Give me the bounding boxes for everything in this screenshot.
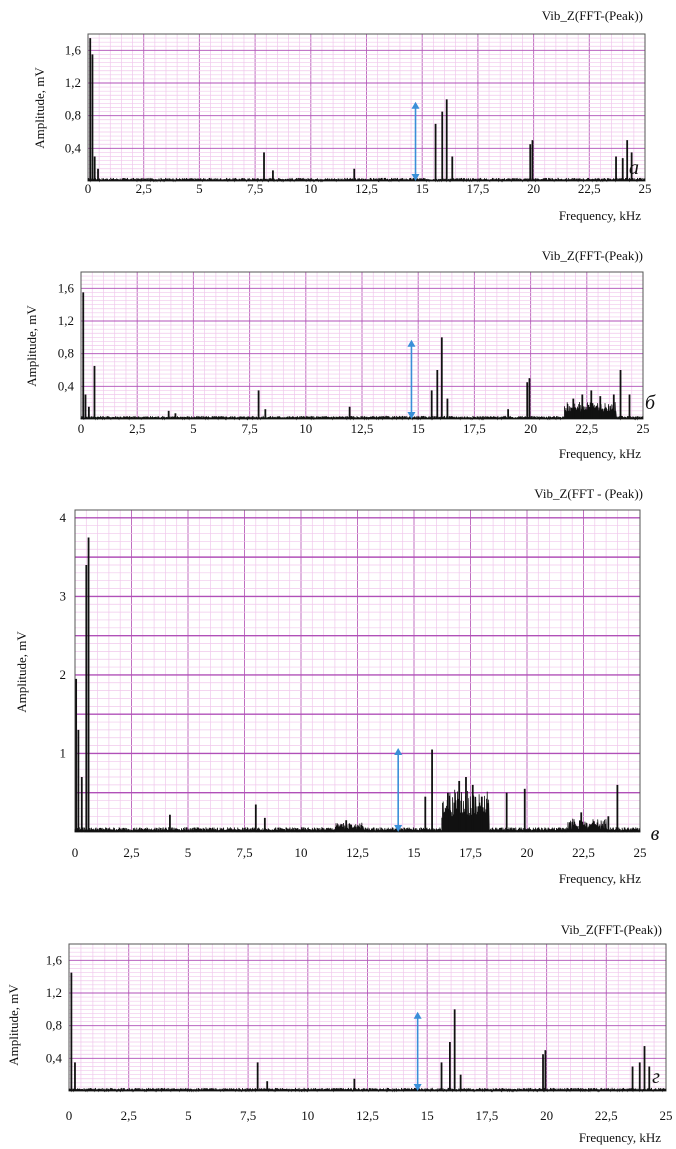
plot-area: 0 2,5 5 7,5 10 12,5 15 17,5 20 22,5 25 0,4 0,8 1,2 1,6	[65, 33, 652, 196]
x-tick-label: 10	[304, 181, 317, 196]
chart-panel-b: Vib_Z(FFT-(Peak)) 0 2,5 5 7,5 10 12,5 15 17,5 20…	[24, 248, 656, 461]
double-arrow	[411, 101, 420, 181]
y-tick-label: 0,8	[46, 1018, 62, 1033]
y-axis-label: Amplitude, mV	[6, 984, 21, 1066]
y-tick-label: 0,8	[65, 108, 81, 123]
x-tick-label: 17,5	[476, 1108, 499, 1123]
x-tick-label: 20	[540, 1108, 553, 1123]
noise-floor-trace	[68, 1087, 667, 1093]
y-tick-label: 4	[60, 510, 67, 525]
x-tick-label: 0	[72, 845, 79, 860]
x-tick-label: 15	[421, 1108, 434, 1123]
x-tick-label: 22,5	[578, 181, 601, 196]
x-tick-label: 25	[639, 181, 652, 196]
panel-label: г	[652, 1066, 660, 1088]
double-arrow	[407, 339, 416, 419]
x-tick-label: 5	[185, 1108, 192, 1123]
x-tick-label: 20	[524, 421, 537, 436]
x-tick-label: 2,5	[129, 421, 145, 436]
x-tick-label: 17,5	[467, 181, 490, 196]
x-tick-label: 22,5	[575, 421, 598, 436]
x-tick-label: 15	[408, 845, 421, 860]
y-tick-label: 1,2	[65, 75, 81, 90]
chart-panel-d: Vib_Z(FFT-(Peak)) 0 2,5 5 7,5 10 12,5 15 17,5 20…	[6, 922, 673, 1145]
x-tick-label: 0	[66, 1108, 73, 1123]
x-tick-label: 2,5	[121, 1108, 137, 1123]
y-axis-label: Amplitude, mV	[24, 305, 39, 387]
x-tick-label: 5	[190, 421, 197, 436]
y-axis-label: Amplitude, mV	[32, 67, 47, 149]
y-axis-label: Amplitude, mV	[14, 631, 29, 713]
x-tick-label: 12,5	[355, 181, 378, 196]
chart-panel-a: Vib_Z(FFT-(Peak)) 0 2,5 5 7,5 10 12,5 15 17,5 20…	[32, 8, 652, 223]
plot-area: 0 2,5 5 7,5 10 12,5 15 17,5 20 22,5 25 1 2 3 4	[60, 509, 647, 860]
panel-label: б	[645, 392, 656, 414]
x-tick-label: 0	[78, 421, 85, 436]
x-axis-label: Frequency, kHz	[559, 871, 641, 886]
x-tick-label: 10	[295, 845, 308, 860]
y-tick-label: 1	[60, 745, 67, 760]
x-tick-label: 25	[634, 845, 647, 860]
y-tick-label: 0,4	[65, 140, 82, 155]
x-axis-label: Frequency, kHz	[559, 208, 641, 223]
x-tick-label: 17,5	[459, 845, 482, 860]
chart-title: Vib_Z(FFT-(Peak))	[561, 922, 662, 937]
chart-title: Vib_Z(FFT-(Peak))	[542, 8, 643, 23]
y-tick-label: 2	[60, 667, 67, 682]
chart-title: Vib_Z(FFT - (Peak))	[534, 486, 643, 501]
x-tick-label: 7,5	[247, 181, 263, 196]
x-tick-label: 5	[196, 181, 203, 196]
x-tick-label: 10	[299, 421, 312, 436]
y-tick-label: 1,6	[46, 952, 63, 967]
x-tick-label: 0	[85, 181, 92, 196]
y-tick-label: 1,2	[46, 985, 62, 1000]
x-tick-label: 12,5	[356, 1108, 379, 1123]
grid-horizontal	[69, 943, 666, 1092]
x-tick-label: 10	[301, 1108, 314, 1123]
x-tick-label: 20	[527, 181, 540, 196]
x-tick-label: 15	[416, 181, 429, 196]
x-tick-label: 12,5	[351, 421, 374, 436]
x-tick-label: 25	[660, 1108, 673, 1123]
x-tick-label: 2,5	[136, 181, 152, 196]
x-axis-label: Frequency, kHz	[579, 1130, 661, 1145]
y-tick-label: 1,2	[58, 313, 74, 328]
x-tick-label: 25	[637, 421, 650, 436]
x-tick-label: 22,5	[595, 1108, 618, 1123]
x-axis-label: Frequency, kHz	[559, 446, 641, 461]
grid-vertical	[74, 510, 641, 832]
grid-horizontal	[75, 509, 640, 833]
panel-label: а	[629, 157, 639, 179]
x-tick-label: 7,5	[240, 1108, 256, 1123]
x-tick-label: 22,5	[572, 845, 595, 860]
x-tick-label: 12,5	[346, 845, 369, 860]
x-tick-label: 20	[521, 845, 534, 860]
x-tick-label: 2,5	[123, 845, 139, 860]
y-tick-label: 1,6	[58, 280, 75, 295]
double-arrow	[413, 1011, 422, 1091]
x-tick-label: 5	[185, 845, 192, 860]
y-tick-label: 0,4	[58, 378, 75, 393]
x-tick-label: 15	[412, 421, 425, 436]
y-tick-label: 0,8	[58, 346, 74, 361]
x-tick-label: 7,5	[236, 845, 252, 860]
y-tick-label: 1,6	[65, 42, 82, 57]
grid-horizontal	[88, 33, 645, 182]
plot-area: 0 2,5 5 7,5 10 12,5 15 17,5 20 22,5 25 0,4 0,8 1,2 1,6	[58, 271, 650, 436]
y-tick-label: 3	[60, 588, 67, 603]
chart-title: Vib_Z(FFT-(Peak))	[542, 248, 643, 263]
y-tick-label: 0,4	[46, 1050, 63, 1065]
panel-label: в	[651, 823, 660, 845]
grid-horizontal	[81, 271, 643, 420]
double-arrow	[394, 747, 403, 832]
x-tick-label: 7,5	[241, 421, 257, 436]
plot-area: 0 2,5 5 7,5 10 12,5 15 17,5 20 22,5 25 0,4 0,8 1,2 1,6	[46, 943, 673, 1123]
chart-panel-c: Vib_Z(FFT - (Peak)) 0 2,5 5 7,5 10 12,5 15 17,5…	[14, 486, 660, 886]
noise-floor-trace	[87, 177, 646, 183]
x-tick-label: 17,5	[463, 421, 486, 436]
